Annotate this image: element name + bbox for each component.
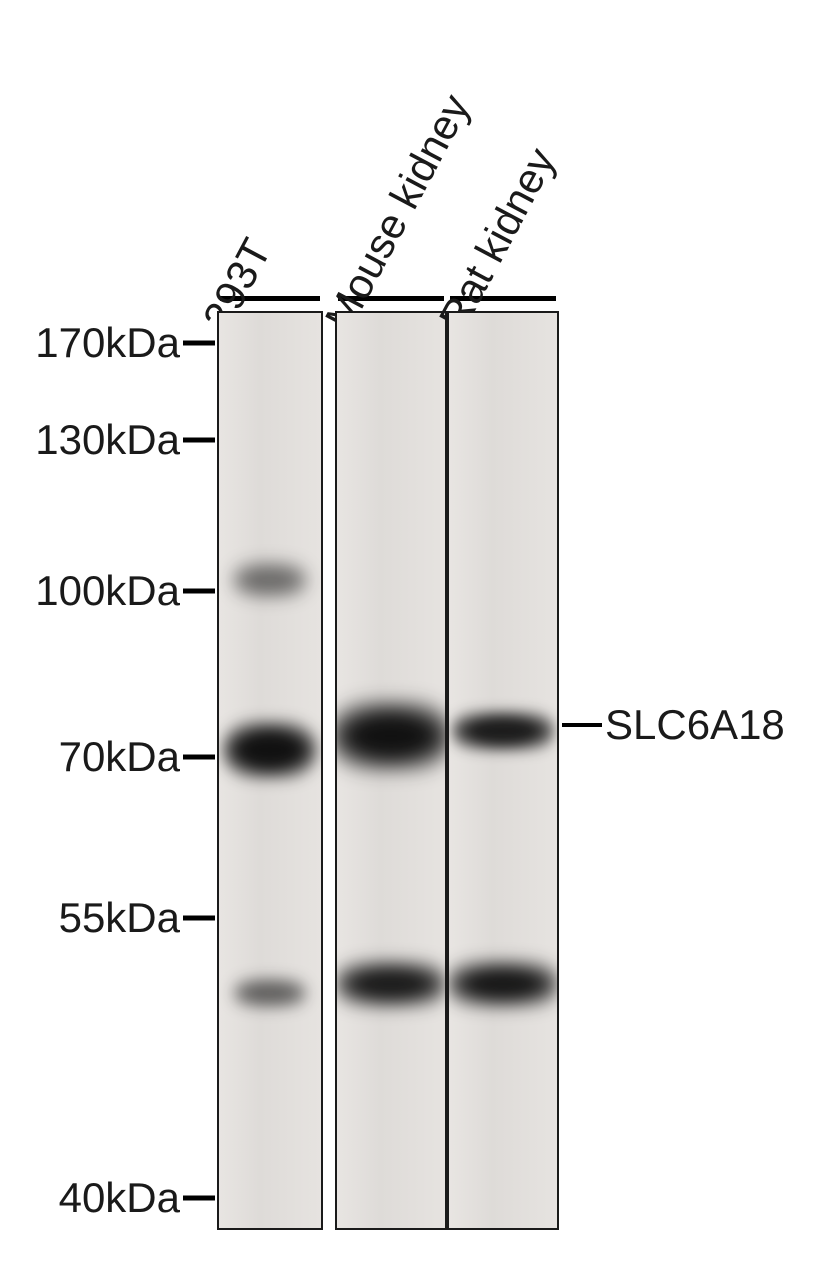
blot-lane	[447, 311, 559, 1230]
mw-marker-label: 70kDa	[59, 733, 180, 781]
lane-label: Rat kidney	[430, 140, 566, 338]
band-label: SLC6A18	[605, 701, 785, 749]
mw-marker-label: 40kDa	[59, 1174, 180, 1222]
mw-marker-label: 100kDa	[35, 567, 180, 615]
band-label-tick	[562, 723, 602, 727]
mw-marker-tick	[183, 754, 215, 759]
mw-marker-tick	[183, 341, 215, 346]
mw-marker-tick	[183, 915, 215, 920]
blot-lane-background	[219, 313, 321, 1228]
blot-lane	[335, 311, 447, 1230]
blot-lane	[217, 311, 323, 1230]
mw-marker-tick	[183, 589, 215, 594]
western-blot-figure: 293TMouse kidneyRat kidney170kDa130kDa10…	[0, 0, 830, 1280]
mw-marker-label: 55kDa	[59, 894, 180, 942]
mw-marker-tick	[183, 1195, 215, 1200]
blot-lane-background	[337, 313, 445, 1228]
mw-marker-tick	[183, 437, 215, 442]
mw-marker-label: 130kDa	[35, 416, 180, 464]
blot-lane-background	[449, 313, 557, 1228]
mw-marker-label: 170kDa	[35, 319, 180, 367]
